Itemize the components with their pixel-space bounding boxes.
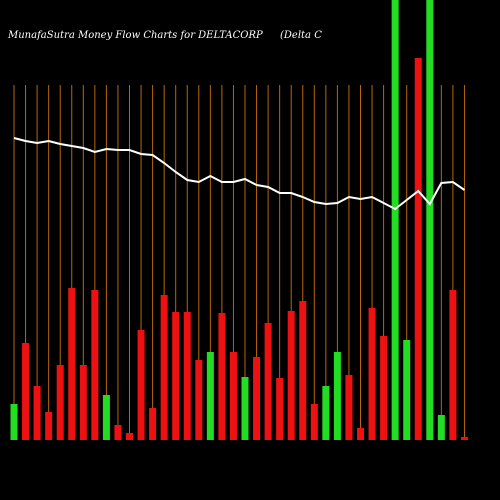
bar (276, 378, 284, 440)
bar (229, 352, 237, 440)
bar (322, 386, 330, 440)
bar (183, 312, 191, 440)
bar (380, 336, 388, 440)
bar (91, 290, 99, 440)
bar (45, 412, 53, 440)
bar (391, 0, 399, 440)
bar (345, 375, 353, 440)
bar (460, 437, 468, 440)
bar (149, 408, 157, 440)
bar (241, 377, 249, 440)
chart-subtitle: (Delta C (280, 30, 322, 41)
bar (333, 352, 341, 440)
bar (357, 428, 364, 440)
bar (426, 0, 434, 440)
bar (218, 313, 226, 440)
bar (79, 365, 87, 440)
chart-title: MunafaSutra Money Flow Charts for DELTAC… (7, 30, 263, 41)
bar (437, 415, 445, 440)
bar (68, 288, 76, 440)
bar (449, 290, 457, 440)
bar (22, 343, 30, 440)
bar (10, 404, 18, 440)
bar (56, 365, 64, 440)
bar (126, 433, 133, 440)
bar (368, 308, 376, 440)
bar (287, 311, 295, 440)
bar (195, 360, 203, 440)
bar (33, 386, 41, 440)
plot-area (10, 0, 468, 440)
bar (253, 357, 261, 440)
money-flow-line (13, 137, 466, 211)
bar (102, 395, 110, 440)
bar (160, 295, 168, 440)
bar (264, 323, 272, 440)
bar (310, 404, 318, 440)
bar (299, 301, 307, 440)
bar (137, 330, 145, 440)
bar (403, 340, 411, 440)
bar (172, 312, 180, 440)
bar (114, 425, 122, 440)
bar (206, 352, 214, 440)
bar (414, 58, 422, 440)
